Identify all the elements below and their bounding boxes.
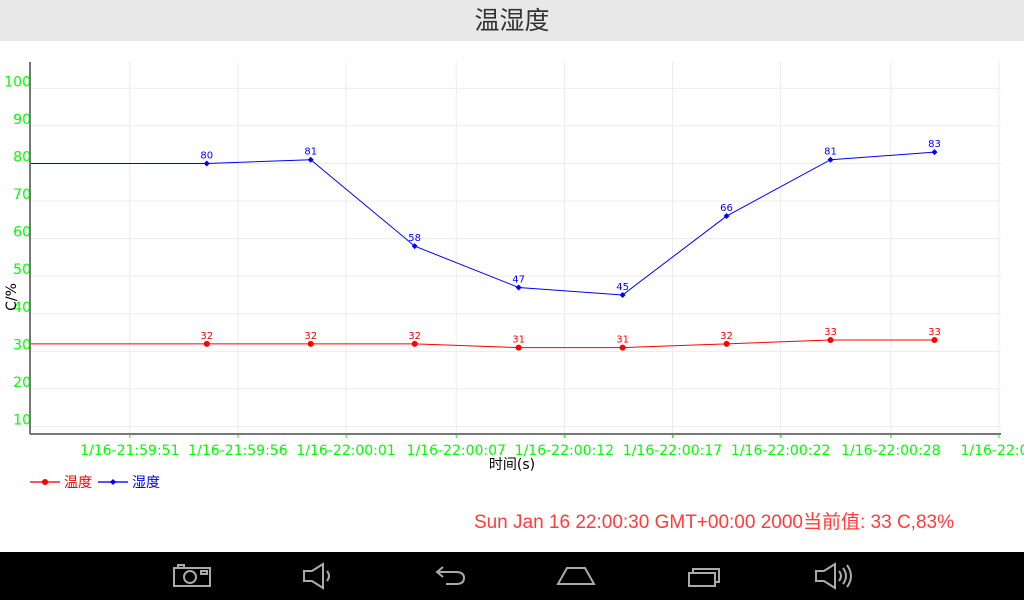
y-tick-label: 100 bbox=[4, 74, 31, 90]
data-point bbox=[723, 340, 730, 347]
data-label: 45 bbox=[616, 282, 629, 293]
data-label: 58 bbox=[408, 233, 421, 244]
y-tick-label: 40 bbox=[13, 300, 31, 316]
y-axis-label: C/% bbox=[4, 283, 20, 311]
legend-swatch-temperature bbox=[30, 479, 60, 485]
back-icon[interactable] bbox=[424, 560, 472, 592]
x-tick-label: 1/16-22:00:17 bbox=[623, 443, 722, 459]
navigation-bar bbox=[0, 552, 1024, 600]
volume-down-icon[interactable] bbox=[296, 560, 344, 592]
data-point bbox=[307, 340, 314, 347]
page-title: 温湿度 bbox=[474, 6, 550, 35]
current-value-status: Sun Jan 16 22:00:30 GMT+00:00 2000当前值: 3… bbox=[473, 512, 954, 533]
y-tick-label: 60 bbox=[13, 225, 31, 241]
camera-icon[interactable] bbox=[168, 560, 216, 592]
series-layer: 32 32 32 31 31 32 33 33 80 81 58 47 45 66 81 83 bbox=[30, 139, 941, 351]
data-label: 66 bbox=[720, 203, 733, 214]
x-tick-label: 1/16-22:00:28 bbox=[841, 443, 940, 459]
data-label: 32 bbox=[408, 331, 421, 342]
data-point bbox=[515, 284, 522, 291]
data-point bbox=[619, 291, 626, 298]
data-point bbox=[931, 337, 938, 344]
x-axis-label: 时间(s) bbox=[489, 457, 535, 473]
data-point bbox=[619, 344, 626, 351]
grid bbox=[30, 62, 1001, 434]
y-tick-label: 30 bbox=[13, 337, 31, 353]
home-icon[interactable] bbox=[552, 560, 600, 592]
data-point bbox=[723, 213, 730, 220]
legend: 温度 湿度 bbox=[30, 472, 166, 492]
y-tick-label: 90 bbox=[13, 112, 31, 128]
x-tick-label: 1/16-21:59:51 bbox=[80, 443, 179, 459]
y-tick-label: 80 bbox=[13, 149, 31, 165]
y-tick-label: 10 bbox=[13, 412, 31, 428]
data-point bbox=[827, 337, 834, 344]
recent-apps-icon[interactable] bbox=[680, 560, 728, 592]
legend-swatch-humidity bbox=[98, 479, 128, 485]
data-label: 81 bbox=[824, 147, 837, 158]
x-tick-label: 1/16-22:00:01 bbox=[296, 443, 395, 459]
data-point bbox=[515, 344, 522, 351]
data-label: 31 bbox=[616, 335, 629, 346]
series-line-1 bbox=[30, 151, 935, 296]
y-tick-label: 50 bbox=[13, 262, 31, 278]
data-label: 31 bbox=[512, 335, 525, 346]
x-tick-label: 1/16-22:00 bbox=[960, 443, 1024, 459]
data-label: 33 bbox=[824, 327, 837, 338]
x-tick-label: 1/16-22:00:12 bbox=[515, 443, 614, 459]
title-bar: 温湿度 bbox=[0, 0, 1024, 41]
volume-up-icon[interactable] bbox=[808, 560, 856, 592]
data-point bbox=[931, 149, 938, 156]
y-tick-label: 20 bbox=[13, 375, 31, 391]
data-label: 47 bbox=[512, 274, 525, 285]
data-label: 32 bbox=[720, 331, 733, 342]
data-label: 32 bbox=[304, 331, 317, 342]
data-point bbox=[203, 160, 210, 167]
data-label: 33 bbox=[928, 327, 941, 338]
data-label: 80 bbox=[200, 150, 213, 161]
data-point bbox=[203, 340, 210, 347]
legend-item-humidity: 湿度 bbox=[98, 472, 160, 492]
data-point bbox=[307, 156, 314, 163]
x-tick-label: 1/16-21:59:56 bbox=[188, 443, 287, 459]
data-point bbox=[411, 340, 418, 347]
x-tick-label: 1/16-22:00:07 bbox=[407, 443, 506, 459]
data-label: 83 bbox=[928, 139, 941, 150]
legend-label-temperature: 温度 bbox=[64, 475, 92, 491]
y-ticks: 10 20 30 40 50 60 70 80 90 100 bbox=[4, 74, 31, 428]
x-ticks: 1/16-21:59:51 1/16-21:59:56 1/16-22:00:01 1… bbox=[80, 434, 1024, 459]
data-label: 32 bbox=[200, 331, 213, 342]
y-tick-label: 70 bbox=[13, 187, 31, 203]
legend-item-temperature: 温度 bbox=[30, 472, 92, 492]
data-point bbox=[827, 156, 834, 163]
series-line-0 bbox=[30, 339, 935, 349]
x-tick-label: 1/16-22:00:22 bbox=[731, 443, 830, 459]
data-point bbox=[411, 243, 418, 250]
data-label: 81 bbox=[304, 147, 317, 158]
legend-label-humidity: 湿度 bbox=[132, 475, 160, 491]
